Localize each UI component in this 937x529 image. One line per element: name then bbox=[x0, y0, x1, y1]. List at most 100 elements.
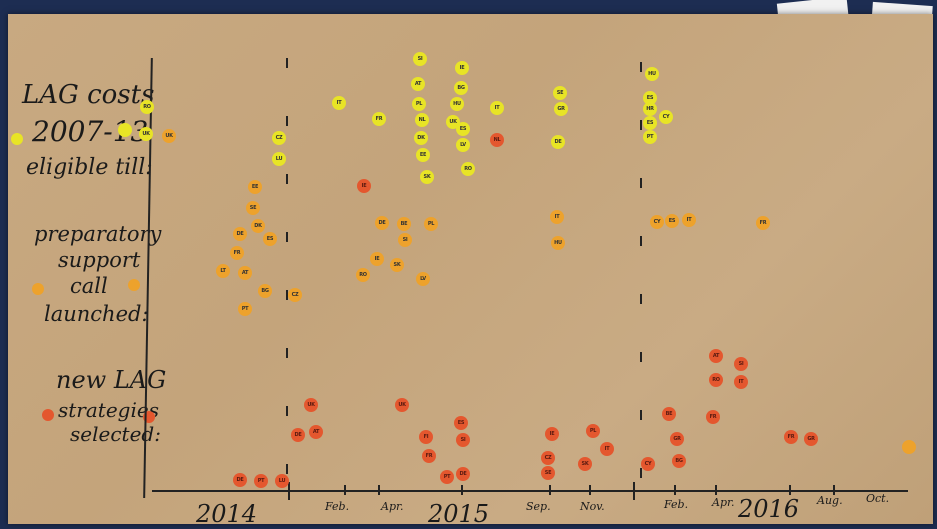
sticker-red: DE bbox=[456, 467, 470, 481]
sticker-red: PL bbox=[586, 424, 600, 438]
sticker-orange: DE bbox=[233, 227, 247, 241]
sticker-orange: SI bbox=[398, 233, 412, 247]
sticker-orange: IT bbox=[682, 213, 696, 227]
sticker-yellow: AT bbox=[411, 77, 425, 91]
sticker-yellow: PL bbox=[412, 97, 426, 111]
sticker-yellow: SK bbox=[420, 170, 434, 184]
sticker-orange: LT bbox=[216, 264, 230, 278]
sticker-red: DE bbox=[233, 473, 247, 487]
sticker-orange: UK bbox=[162, 129, 176, 143]
legend-yellow-dot bbox=[118, 123, 132, 137]
sticker-red: BE bbox=[662, 407, 676, 421]
sticker-red: AT bbox=[309, 425, 323, 439]
sticker-yellow: ES bbox=[456, 122, 470, 136]
sticker-orange: AT bbox=[238, 266, 252, 280]
year-label-2015: 2015 bbox=[428, 500, 490, 528]
sticker-orange: CY bbox=[650, 215, 664, 229]
timeline-axis bbox=[152, 490, 908, 492]
sticker-orange: BG bbox=[258, 284, 272, 298]
sticker-orange-late bbox=[902, 440, 916, 454]
legend-yellow-dot bbox=[11, 133, 23, 145]
kraft-paper-poster bbox=[8, 14, 933, 524]
label-newlag-line1: new LAG bbox=[56, 366, 167, 394]
month-tick bbox=[461, 485, 463, 495]
sticker-yellow: HU bbox=[645, 67, 659, 81]
sticker-red: NL bbox=[490, 133, 504, 147]
sticker-yellow: DE bbox=[551, 135, 565, 149]
label-lag-costs-line3: eligible till: bbox=[26, 155, 153, 180]
sticker-yellow: FR bbox=[372, 112, 386, 126]
sticker-orange: RO bbox=[356, 268, 370, 282]
month-label: Apr. bbox=[381, 500, 404, 513]
sticker-red: AT bbox=[709, 349, 723, 363]
sticker-yellow: RO bbox=[140, 100, 154, 114]
sticker-yellow: ES bbox=[643, 91, 657, 105]
year-tick bbox=[288, 482, 290, 500]
year-divider-2015 bbox=[286, 58, 288, 478]
month-label: Feb. bbox=[325, 500, 350, 513]
sticker-yellow: HR bbox=[643, 102, 657, 116]
month-label: Feb. bbox=[664, 498, 689, 511]
month-label: Apr. bbox=[712, 496, 735, 509]
month-tick bbox=[789, 485, 791, 495]
sticker-red: IT bbox=[600, 442, 614, 456]
sticker-orange: IE bbox=[370, 252, 384, 266]
sticker-yellow: LU bbox=[272, 152, 286, 166]
sticker-red: LU bbox=[275, 474, 289, 488]
month-tick bbox=[833, 485, 835, 495]
label-prep-line3: call bbox=[70, 274, 108, 298]
label-prep-line2: support bbox=[58, 248, 141, 272]
sticker-red: GR bbox=[804, 432, 818, 446]
month-tick bbox=[715, 485, 717, 495]
sticker-red: IE bbox=[545, 427, 559, 441]
label-newlag-line3: selected: bbox=[70, 422, 161, 446]
legend-orange-dot bbox=[128, 279, 140, 291]
sticker-red: CY bbox=[641, 457, 655, 471]
month-label: Oct. bbox=[866, 492, 890, 505]
sticker-yellow: CY bbox=[659, 110, 673, 124]
sticker-orange: HU bbox=[551, 236, 565, 250]
sticker-red: IE bbox=[357, 179, 371, 193]
year-divider-2016 bbox=[640, 62, 642, 482]
sticker-red: SK bbox=[578, 457, 592, 471]
sticker-yellow: EE bbox=[416, 148, 430, 162]
month-tick bbox=[589, 485, 591, 495]
sticker-yellow: IT bbox=[332, 96, 346, 110]
month-tick bbox=[549, 485, 551, 495]
sticker-yellow: RO bbox=[461, 162, 475, 176]
label-lag-costs-line1: LAG costs bbox=[22, 80, 155, 110]
label-prep-line1: preparatory bbox=[34, 222, 162, 246]
sticker-orange: ES bbox=[665, 214, 679, 228]
sticker-orange: FR bbox=[230, 246, 244, 260]
sticker-yellow: GR bbox=[554, 102, 568, 116]
sticker-orange: ES bbox=[263, 232, 277, 246]
sticker-orange: EE bbox=[248, 180, 262, 194]
sticker-red: DE bbox=[291, 428, 305, 442]
sticker-yellow: UK bbox=[139, 127, 153, 141]
sticker-orange: LV bbox=[416, 272, 430, 286]
sticker-yellow: IE bbox=[455, 61, 469, 75]
sticker-orange: DK bbox=[251, 219, 265, 233]
sticker-yellow: BG bbox=[454, 81, 468, 95]
sticker-red: UK bbox=[395, 398, 409, 412]
sticker-red: ES bbox=[454, 416, 468, 430]
month-tick bbox=[674, 485, 676, 495]
sticker-yellow: SI bbox=[413, 52, 427, 66]
sticker-red: FR bbox=[706, 410, 720, 424]
sticker-red: PT bbox=[254, 474, 268, 488]
sticker-yellow: PT bbox=[643, 130, 657, 144]
sticker-yellow: LV bbox=[456, 138, 470, 152]
sticker-yellow: NL bbox=[415, 113, 429, 127]
sticker-orange: PT bbox=[238, 302, 252, 316]
month-tick bbox=[344, 485, 346, 495]
sticker-orange: IT bbox=[550, 210, 564, 224]
sticker-red: UK bbox=[304, 398, 318, 412]
sticker-orange: PL bbox=[424, 217, 438, 231]
sticker-red: GR bbox=[670, 432, 684, 446]
sticker-yellow: DK bbox=[414, 131, 428, 145]
month-label: Nov. bbox=[580, 500, 605, 513]
legend-red-dot bbox=[42, 409, 54, 421]
year-label-2014: 2014 bbox=[196, 500, 258, 528]
sticker-yellow: SE bbox=[553, 86, 567, 100]
label-prep-line4: launched: bbox=[44, 302, 149, 326]
